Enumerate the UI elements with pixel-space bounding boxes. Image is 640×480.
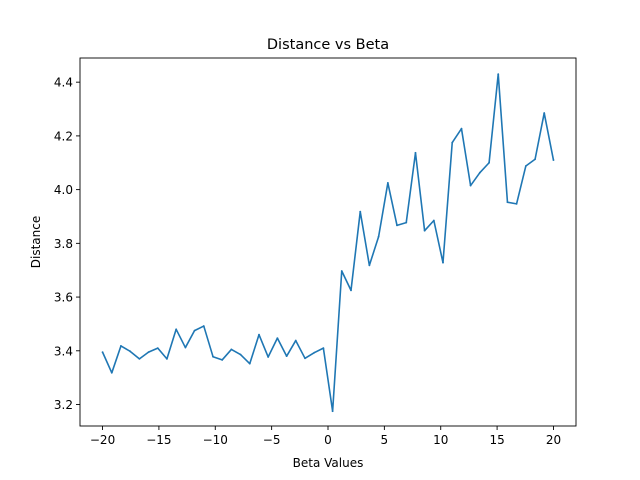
data-point — [460, 127, 463, 130]
data-point — [451, 141, 454, 144]
x-tick-label: −15 — [146, 433, 171, 447]
y-tick-label: 3.4 — [54, 344, 73, 358]
x-tick-label: 15 — [489, 433, 504, 447]
data-points — [101, 73, 555, 413]
data-point — [294, 339, 297, 342]
x-tick-label: −20 — [90, 433, 115, 447]
y-axis-title: Distance — [29, 216, 43, 268]
data-point — [506, 201, 509, 204]
x-tick-label: 20 — [546, 433, 561, 447]
data-point — [120, 345, 122, 347]
data-point — [193, 329, 196, 332]
data-point — [258, 333, 260, 336]
data-point — [350, 289, 352, 292]
data-point — [497, 73, 500, 76]
data-point — [340, 270, 343, 272]
data-point — [221, 359, 224, 361]
data-point — [423, 229, 426, 232]
data-point — [304, 357, 306, 360]
data-point — [267, 356, 270, 358]
data-point — [396, 224, 398, 227]
x-tick-label: 10 — [433, 433, 448, 447]
x-axis: −20 −15 −10 −5 0 5 10 15 20 — [90, 426, 561, 447]
y-tick-label: 4.0 — [54, 183, 73, 197]
data-point — [543, 112, 546, 114]
data-point — [248, 362, 251, 365]
data-point — [110, 371, 113, 374]
data-point — [469, 184, 472, 187]
data-point — [442, 261, 444, 264]
data-point — [138, 357, 141, 360]
data-point — [239, 353, 242, 356]
data-point — [129, 350, 132, 353]
x-tick-label: 0 — [324, 433, 332, 447]
data-point — [368, 264, 371, 267]
y-tick-label: 3.6 — [54, 291, 73, 305]
data-point — [534, 158, 536, 161]
data-point — [488, 161, 490, 164]
data-point — [202, 325, 205, 327]
x-tick-label: 5 — [381, 433, 389, 447]
data-point — [515, 202, 518, 205]
data-point — [156, 347, 159, 349]
data-point — [552, 159, 555, 161]
y-tick-label: 4.4 — [54, 76, 73, 90]
data-point — [377, 235, 380, 238]
data-point — [524, 165, 527, 167]
data-point — [147, 351, 150, 354]
data-point — [276, 337, 279, 340]
data-point — [478, 171, 481, 174]
x-tick-label: −5 — [263, 433, 281, 447]
data-point — [212, 355, 214, 358]
y-axis: 3.2 3.4 3.6 3.8 4.0 4.2 4.4 — [54, 76, 80, 412]
y-tick-label: 4.2 — [54, 129, 73, 143]
data-point — [331, 410, 334, 413]
data-point — [432, 219, 435, 222]
data-point — [386, 182, 389, 184]
data-point — [414, 151, 417, 154]
x-axis-title: Beta Values — [293, 456, 364, 470]
data-point — [405, 221, 408, 224]
data-point — [101, 351, 104, 354]
chart-title: Distance vs Beta — [267, 37, 389, 53]
data-point — [285, 355, 288, 358]
data-point — [230, 348, 233, 351]
y-tick-label: 3.8 — [54, 237, 73, 251]
data-point — [184, 346, 187, 349]
x-tick-label: −10 — [203, 433, 228, 447]
data-point — [313, 351, 316, 354]
data-point — [322, 347, 325, 349]
data-point — [359, 210, 362, 213]
data-point — [166, 357, 168, 360]
y-tick-label: 3.2 — [54, 398, 73, 412]
data-point — [175, 328, 178, 331]
series-line — [101, 73, 555, 413]
